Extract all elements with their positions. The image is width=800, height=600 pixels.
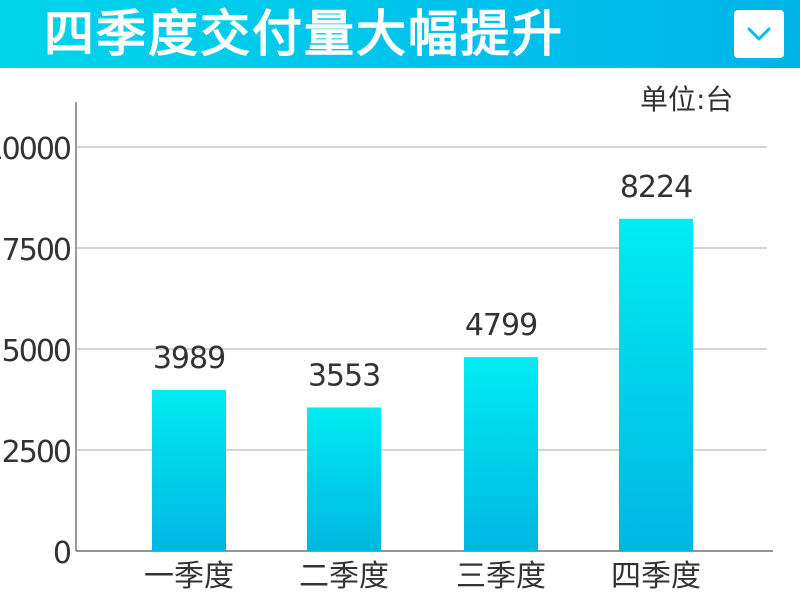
chevron-down-icon [747,27,771,41]
bar [307,407,381,551]
x-category-label: 三季度 [456,559,546,594]
x-category-label: 二季度 [299,559,389,594]
bar [619,218,693,551]
bar [152,389,226,551]
bar-value-label: 8224 [620,170,692,205]
y-tick-label: 7500 [2,233,71,268]
x-category-label: 一季度 [144,559,234,594]
unit-label: 单位:台 [640,83,734,116]
bar-value-label: 3989 [153,341,225,376]
bar [464,357,538,551]
bar-value-label: 4799 [465,308,537,343]
y-tick-label: 5000 [2,334,71,369]
dropdown-button[interactable] [734,10,784,58]
bar-value-label: 3553 [308,358,380,393]
y-tick-label: 2500 [2,435,71,470]
chart-title: 四季度交付量大幅提升 [44,5,564,63]
x-category-label: 四季度 [611,559,701,594]
header-banner: 四季度交付量大幅提升 [0,0,800,68]
y-tick-label: 0 [53,536,71,571]
y-tick-label: 10000 [0,132,71,167]
